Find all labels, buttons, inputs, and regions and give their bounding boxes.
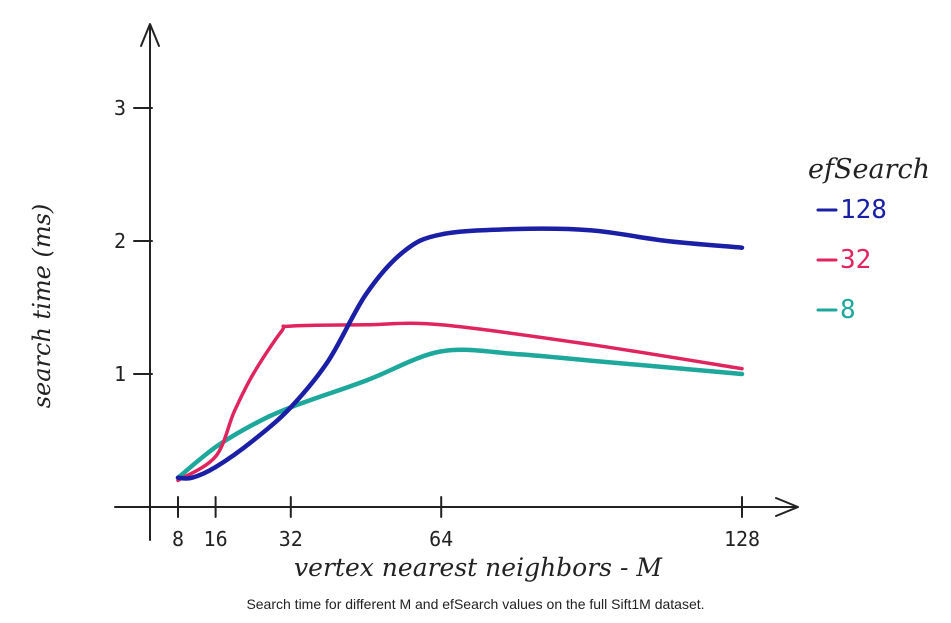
figure-caption: Search time for different M and efSearch… (246, 596, 705, 612)
legend-label-128: 128 (840, 195, 887, 225)
y-tick-label: 2 (114, 229, 126, 253)
y-tick-label: 1 (114, 362, 126, 386)
x-tick-label: 32 (279, 527, 303, 551)
axis-labels: vertex nearest neighbors - M search time… (28, 204, 663, 582)
x-axis-label: vertex nearest neighbors - M (294, 553, 663, 582)
series-line-32 (176, 321, 744, 483)
x-axis-arrow (775, 497, 799, 517)
y-axis-arrow (140, 23, 160, 47)
chart: 8 16 32 64 128 1 2 3 vertex nearest neighbors -… (28, 23, 930, 582)
legend-title: efSearch (808, 154, 930, 185)
x-tick-label: 128 (724, 527, 760, 551)
legend: efSearch 128 32 8 (808, 154, 930, 325)
ticks: 8 16 32 64 128 1 2 3 (114, 96, 760, 551)
x-tick-label: 8 (172, 527, 184, 551)
legend-label-32: 32 (840, 245, 871, 275)
x-tick-label: 64 (429, 527, 453, 551)
y-tick-label: 3 (114, 96, 126, 120)
series-lines (175, 226, 745, 483)
x-tick-label: 16 (204, 527, 228, 551)
axes (114, 23, 799, 541)
legend-label-8: 8 (840, 295, 856, 325)
series-line-128 (175, 226, 745, 481)
series-line-8 (175, 347, 745, 480)
y-axis-label: search time (ms) (28, 204, 56, 409)
